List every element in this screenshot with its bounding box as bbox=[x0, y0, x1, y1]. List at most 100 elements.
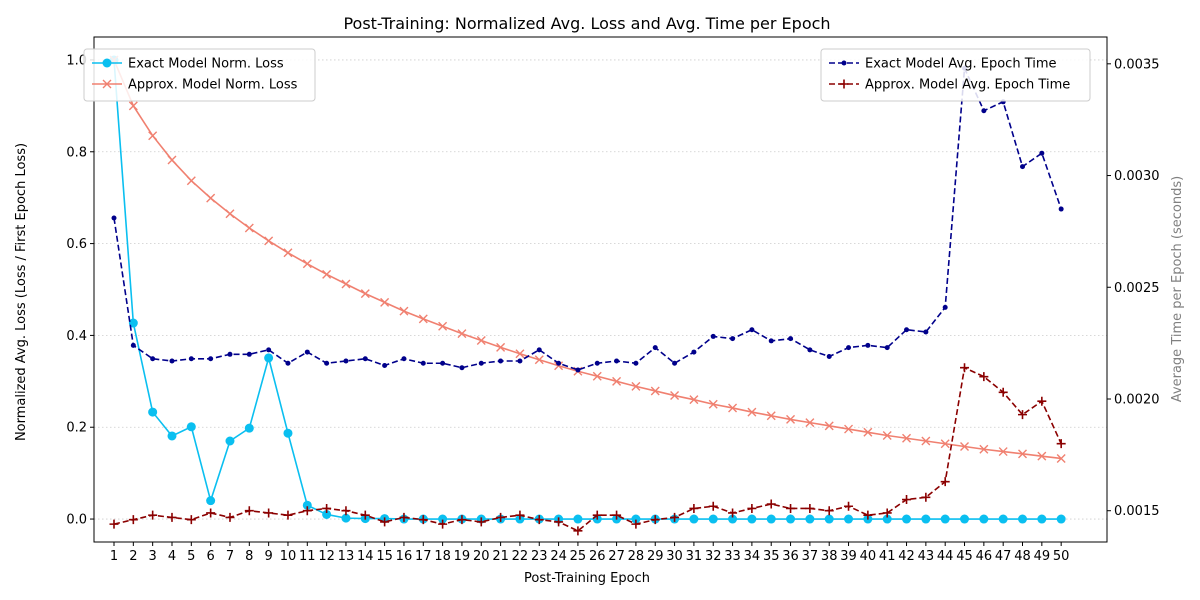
data-point bbox=[691, 349, 697, 355]
data-point bbox=[960, 363, 970, 373]
data-point bbox=[786, 414, 796, 424]
data-point bbox=[786, 503, 796, 513]
x-tick-label: 17 bbox=[415, 549, 432, 564]
data-point bbox=[921, 514, 931, 524]
data-point bbox=[459, 365, 465, 371]
data-point bbox=[863, 510, 873, 520]
data-point bbox=[1056, 514, 1066, 524]
data-point bbox=[264, 508, 274, 518]
y-left-tick-label: 0.4 bbox=[66, 329, 87, 344]
x-tick-label: 26 bbox=[589, 549, 606, 564]
data-point bbox=[360, 510, 370, 520]
x-tick-label: 14 bbox=[357, 549, 374, 564]
data-point bbox=[109, 519, 119, 529]
data-point bbox=[921, 492, 931, 502]
data-point bbox=[882, 514, 892, 524]
data-point bbox=[940, 439, 950, 449]
data-point bbox=[496, 512, 506, 522]
y-right-tick-label: 0.0015 bbox=[1114, 504, 1160, 519]
data-point bbox=[554, 517, 564, 527]
data-point bbox=[766, 499, 776, 509]
series-line bbox=[113, 65, 1062, 371]
data-point bbox=[979, 444, 989, 454]
data-point bbox=[264, 236, 274, 246]
x-tick-label: 9 bbox=[264, 549, 272, 564]
data-point bbox=[670, 512, 680, 522]
y-axis-left-label: Normalized Avg. Loss (Loss / First Epoch… bbox=[14, 143, 29, 441]
data-point bbox=[612, 510, 622, 520]
data-point bbox=[438, 519, 448, 529]
x-tick-label: 11 bbox=[299, 549, 316, 564]
series-right-0 bbox=[111, 65, 1064, 373]
data-point bbox=[882, 508, 892, 518]
data-point bbox=[689, 514, 699, 524]
data-point bbox=[399, 512, 409, 522]
data-point bbox=[979, 514, 989, 524]
data-point bbox=[515, 510, 525, 520]
data-point bbox=[380, 297, 390, 307]
data-point bbox=[594, 360, 600, 366]
series-line bbox=[113, 366, 1062, 532]
x-axis: 1 2 3 4 5 6 7 8 9 10 11 12 13 14 15 16 17 18 19 20 21 22 23 24 2… bbox=[110, 542, 1070, 564]
data-point bbox=[150, 356, 156, 362]
x-tick-label: 39 bbox=[840, 549, 857, 564]
data-point bbox=[882, 430, 892, 440]
data-point bbox=[824, 421, 834, 431]
data-point bbox=[206, 508, 216, 518]
data-point bbox=[476, 517, 486, 527]
x-tick-label: 41 bbox=[879, 549, 896, 564]
data-point bbox=[517, 358, 523, 364]
data-point bbox=[768, 338, 774, 344]
data-point bbox=[438, 514, 448, 524]
data-point bbox=[865, 342, 871, 348]
x-tick-label: 10 bbox=[280, 549, 297, 564]
data-point bbox=[440, 360, 446, 366]
x-tick-label: 35 bbox=[763, 549, 780, 564]
x-tick-label: 42 bbox=[898, 549, 915, 564]
plot-area bbox=[109, 55, 1066, 536]
legend-box bbox=[83, 48, 316, 102]
x-tick-label: 8 bbox=[245, 549, 253, 564]
data-point bbox=[940, 477, 950, 487]
chart-title: Post-Training: Normalized Avg. Loss and … bbox=[343, 14, 830, 33]
data-point bbox=[710, 333, 716, 339]
data-point bbox=[283, 248, 293, 258]
data-point bbox=[844, 501, 854, 511]
data-point bbox=[884, 345, 890, 351]
data-point bbox=[457, 515, 467, 525]
data-point bbox=[689, 503, 699, 513]
data-point bbox=[730, 336, 736, 342]
data-point bbox=[246, 351, 252, 357]
x-tick-label: 24 bbox=[550, 549, 567, 564]
data-point bbox=[130, 342, 136, 348]
data-point bbox=[341, 279, 351, 289]
data-point bbox=[304, 349, 310, 355]
data-point bbox=[672, 360, 678, 366]
x-tick-label: 50 bbox=[1053, 549, 1070, 564]
data-point bbox=[824, 514, 834, 524]
x-tick-label: 3 bbox=[149, 549, 157, 564]
y-axis-right: 0.0015 0.0020 0.0025 0.0030 0.0035 bbox=[1107, 57, 1160, 519]
x-tick-label: 49 bbox=[1034, 549, 1051, 564]
legend-box bbox=[820, 48, 1091, 102]
x-tick-label: 28 bbox=[628, 549, 645, 564]
y-right-tick-label: 0.0030 bbox=[1114, 169, 1160, 184]
data-point bbox=[169, 358, 175, 364]
series-line bbox=[113, 59, 1062, 460]
data-point bbox=[863, 427, 873, 437]
data-point bbox=[923, 329, 929, 335]
data-point bbox=[167, 155, 177, 165]
data-point bbox=[418, 314, 428, 324]
x-tick-label: 46 bbox=[976, 549, 993, 564]
data-point bbox=[167, 431, 177, 441]
data-point bbox=[652, 345, 658, 351]
y-axis-left: 0.0 0.2 0.4 0.6 0.8 1.0 bbox=[66, 53, 94, 528]
legend-right: Exact Model Avg. Epoch Time Approx. Model… bbox=[820, 48, 1091, 102]
data-point bbox=[807, 347, 813, 353]
data-point bbox=[904, 327, 910, 333]
y-axis-right-label: Average Time per Epoch (seconds) bbox=[1170, 176, 1185, 402]
data-point bbox=[1056, 439, 1066, 449]
data-point bbox=[708, 514, 718, 524]
y-left-tick-label: 0.2 bbox=[66, 421, 87, 436]
